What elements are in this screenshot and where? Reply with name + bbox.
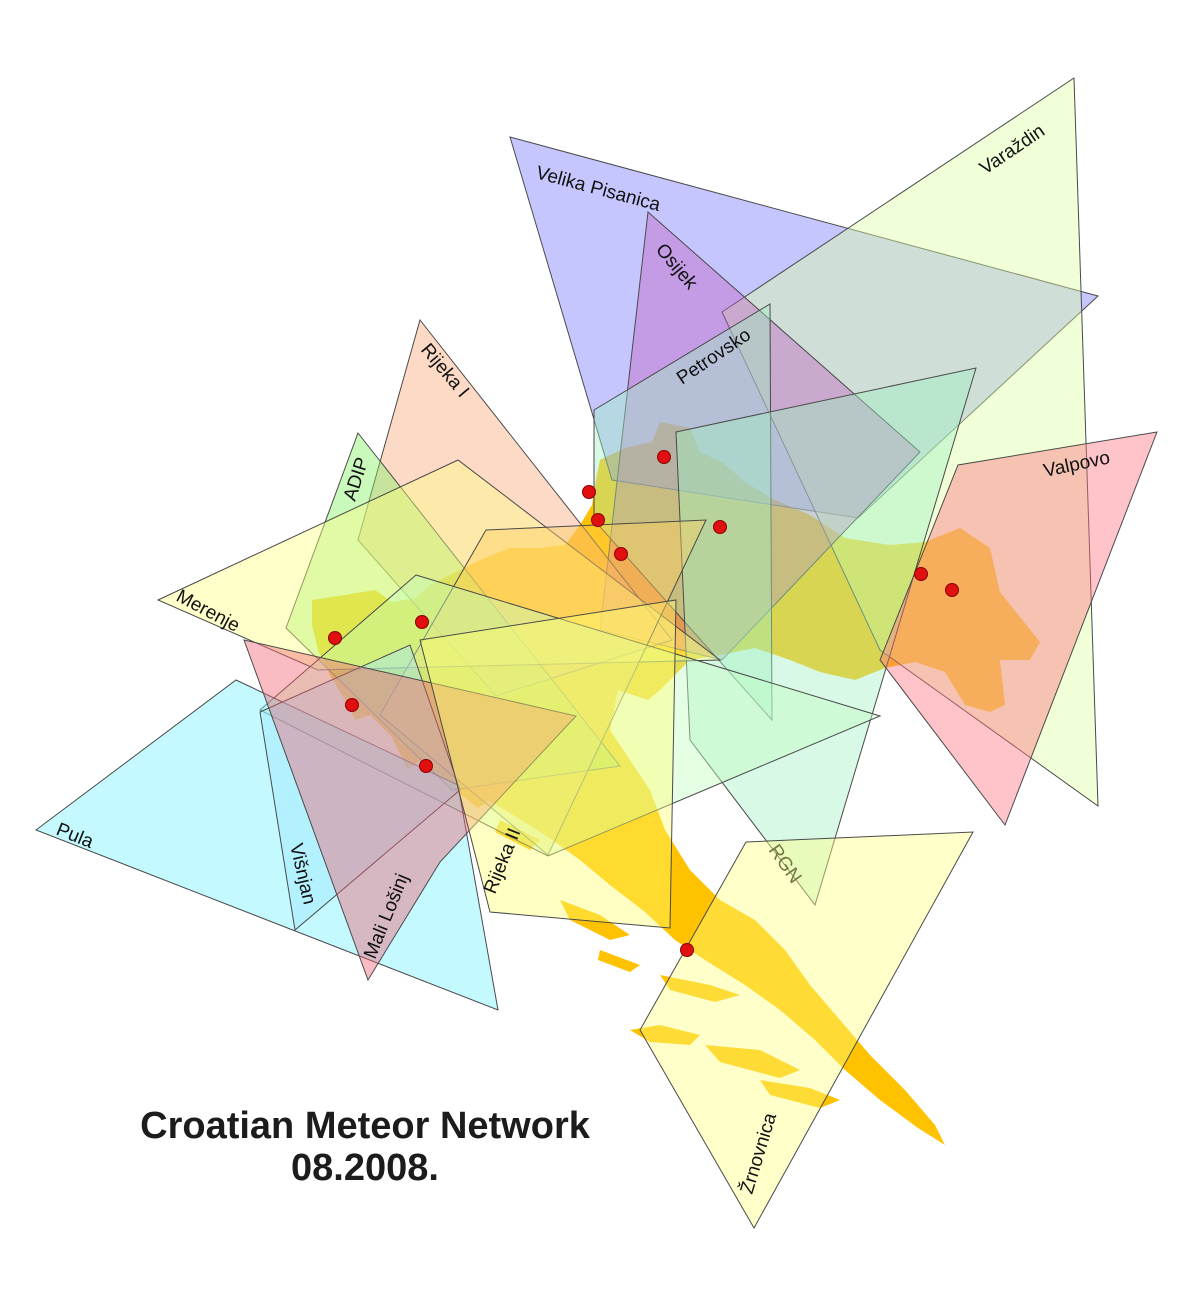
island: [705, 1045, 800, 1078]
fov-polygon: [357, 318, 673, 697]
fov-valpovo[interactable]: Valpovo: [879, 431, 1158, 827]
camera-fields-of-view: Velika Pisanica Varaždin Osijek Petrovsk…: [34, 77, 1158, 1230]
station-marker[interactable]: [945, 583, 959, 597]
map-title-block: Croatian Meteor Network 08.2008.: [95, 1105, 635, 1189]
fov-polygon: [379, 519, 707, 856]
fov-polygon: [599, 210, 921, 661]
station-marker[interactable]: [713, 520, 727, 534]
island: [598, 950, 640, 972]
station-marker[interactable]: [415, 615, 429, 629]
fov-polygon: [285, 431, 621, 791]
fov-polygon: [419, 599, 677, 929]
map-title: Croatian Meteor Network: [140, 1105, 590, 1147]
island: [455, 780, 490, 808]
fov-polygon: [879, 431, 1158, 827]
station-marker[interactable]: [614, 547, 628, 561]
fov-polygon: [156, 459, 722, 671]
fov-polygon: [243, 639, 577, 982]
fov-polygon: [259, 574, 882, 857]
island: [393, 725, 420, 770]
fov-zrnovnica[interactable]: Žrnovnica: [639, 831, 974, 1230]
island: [495, 820, 540, 850]
station-marker[interactable]: [914, 567, 928, 581]
island: [560, 900, 630, 940]
fov-visnjan[interactable]: Višnjan: [259, 644, 461, 931]
station-marker[interactable]: [328, 631, 342, 645]
fov-adip[interactable]: ADIP: [285, 431, 621, 791]
station-marker[interactable]: [345, 698, 359, 712]
fov-varazdin[interactable]: Varaždin: [721, 77, 1099, 807]
fov-polygon: [509, 136, 1100, 519]
fov-polygon: [259, 644, 461, 931]
fov-polygon: [721, 77, 1099, 807]
fov-rijeka-ii-a: [379, 519, 707, 856]
island: [850, 1060, 900, 1090]
island: [414, 700, 445, 745]
island: [660, 975, 740, 1002]
island: [760, 1080, 840, 1108]
fov-polygon: [593, 303, 773, 722]
station-marker[interactable]: [419, 759, 433, 773]
island: [630, 1025, 700, 1045]
station-marker[interactable]: [680, 943, 694, 957]
station-marker[interactable]: [657, 450, 671, 464]
station-markers: [328, 450, 959, 957]
map-date: 08.2008.: [291, 1147, 439, 1189]
fov-rijeka-ii[interactable]: Rijeka II: [419, 599, 677, 929]
station-marker[interactable]: [582, 485, 596, 499]
station-marker[interactable]: [591, 513, 605, 527]
fov-polygon: [639, 831, 974, 1230]
